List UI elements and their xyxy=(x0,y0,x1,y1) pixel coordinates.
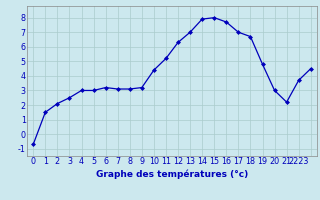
X-axis label: Graphe des températures (°c): Graphe des températures (°c) xyxy=(96,169,248,179)
